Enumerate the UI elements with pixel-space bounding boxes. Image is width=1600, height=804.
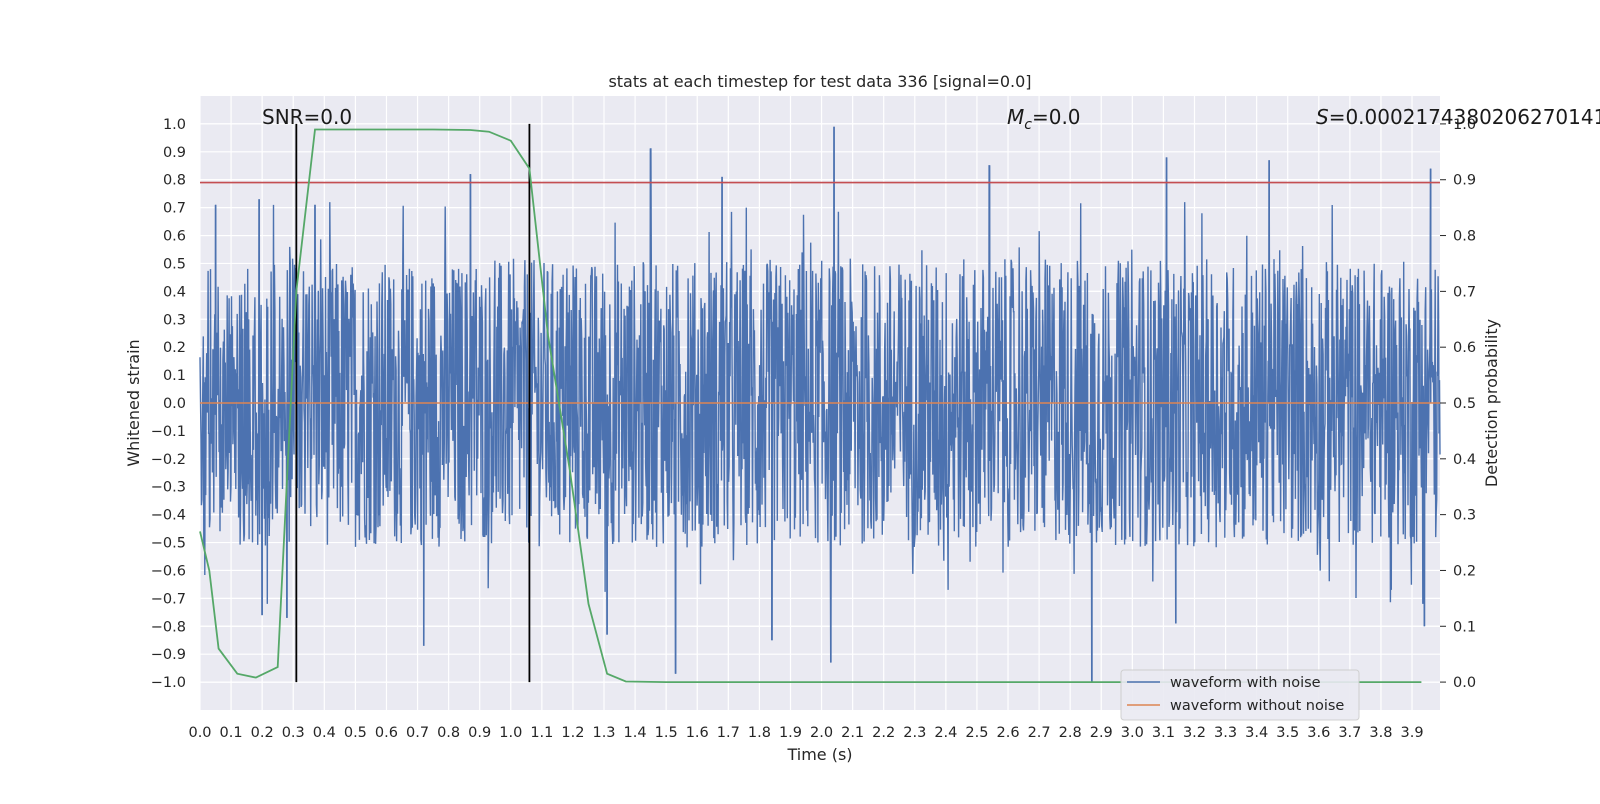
x-tick-label-29: 2.9 xyxy=(1090,725,1113,741)
x-tick-label-14: 1.4 xyxy=(624,725,647,741)
x-tick-label-25: 2.5 xyxy=(965,725,988,741)
chirp-mass-symbol: M xyxy=(1007,105,1024,129)
x-tick-label-36: 3.6 xyxy=(1307,725,1330,741)
x-tick-label-32: 3.2 xyxy=(1183,725,1206,741)
x-tick-labels: 0.0 0.1 0.2 0.3 0.4 0.5 0.6 0.7 0.8 0.9 1.0 1.1 1.2 1… xyxy=(188,725,1423,741)
y-tick-label-right-5: 0.5 xyxy=(1453,396,1476,412)
y-tick-label-left-11: −0.1 xyxy=(151,424,186,440)
y-tick-label-left-19: −0.9 xyxy=(151,647,186,663)
series-detection-probability xyxy=(199,128,1422,683)
x-tick-label-37: 3.7 xyxy=(1338,725,1361,741)
x-tick-label-9: 0.9 xyxy=(468,725,491,741)
legend: waveform with noise waveform without noi… xyxy=(1120,669,1360,721)
y-tick-label-right-4: 0.6 xyxy=(1453,340,1476,356)
x-tick-label-8: 0.8 xyxy=(437,725,460,741)
x-tick-label-27: 2.7 xyxy=(1028,725,1051,741)
x-tick-label-18: 1.8 xyxy=(748,725,771,741)
y-tick-label-left-2: 0.8 xyxy=(163,173,186,189)
x-tick-label-24: 2.4 xyxy=(934,725,957,741)
y-tick-label-left-14: −0.4 xyxy=(151,508,186,524)
y-tick-label-left-16: −0.6 xyxy=(151,563,186,579)
y-tick-label-left-5: 0.5 xyxy=(163,256,186,272)
y-axis-label-right: Detection probability xyxy=(1482,319,1501,487)
x-tick-label-38: 3.8 xyxy=(1369,725,1392,741)
x-tick-label-13: 1.3 xyxy=(592,725,615,741)
x-tick-label-33: 3.3 xyxy=(1214,725,1237,741)
y-tick-label-right-1: 0.9 xyxy=(1453,173,1476,189)
x-tick-label-23: 2.3 xyxy=(903,725,926,741)
x-tick-label-20: 2.0 xyxy=(810,725,833,741)
y-tick-label-left-10: 0.0 xyxy=(163,396,186,412)
y-tick-label-left-13: −0.3 xyxy=(151,480,186,496)
y-tick-label-right-6: 0.4 xyxy=(1453,452,1476,468)
x-tick-label-19: 1.9 xyxy=(779,725,802,741)
x-tick-label-22: 2.2 xyxy=(872,725,895,741)
y-tick-label-right-9: 0.1 xyxy=(1453,619,1476,635)
legend-label-noise: waveform with noise xyxy=(1170,675,1321,691)
chart-title: stats at each timestep for test data 336… xyxy=(608,72,1031,91)
chirp-mass-subscript: c xyxy=(1024,117,1032,133)
y-tick-labels-right: 1.0 0.9 0.8 0.7 0.6 0.5 0.4 0.3 0.2 0.1 0.0 xyxy=(1440,117,1476,691)
y-tick-labels-left: 1.0 0.9 0.8 0.7 0.6 0.5 0.4 0.3 0.2 0.1 0.0 −0.1 −0.… xyxy=(151,117,186,691)
y-tick-label-left-12: −0.2 xyxy=(151,452,186,468)
x-tick-label-21: 2.1 xyxy=(841,725,864,741)
chirp-mass-value: =0.0 xyxy=(1032,105,1081,129)
y-tick-label-left-8: 0.2 xyxy=(163,340,186,356)
y-tick-label-left-6: 0.4 xyxy=(163,284,186,300)
x-tick-label-1: 0.1 xyxy=(220,725,243,741)
y-tick-label-left-3: 0.7 xyxy=(163,201,186,217)
y-tick-label-right-2: 0.8 xyxy=(1453,229,1476,245)
x-tick-label-5: 0.5 xyxy=(344,725,367,741)
x-tick-label-17: 1.7 xyxy=(717,725,740,741)
y-tick-label-left-18: −0.8 xyxy=(151,619,186,635)
s-statistic-symbol: S xyxy=(1316,105,1329,129)
s-statistic-value: =0.00021743802062701416 xyxy=(1329,105,1600,129)
x-tick-label-28: 2.8 xyxy=(1059,725,1082,741)
snr-annotation: SNR=0.0 xyxy=(262,105,352,129)
y-tick-label-left-20: −1.0 xyxy=(151,675,186,691)
legend-label-clean: waveform without noise xyxy=(1170,698,1344,714)
x-tick-label-0: 0.0 xyxy=(188,725,211,741)
x-tick-label-34: 3.4 xyxy=(1245,725,1268,741)
y-tick-label-left-7: 0.3 xyxy=(163,312,186,328)
x-tick-label-2: 0.2 xyxy=(251,725,274,741)
x-tick-label-10: 1.0 xyxy=(499,725,522,741)
y-tick-label-left-9: 0.1 xyxy=(163,368,186,384)
y-tick-label-left-17: −0.7 xyxy=(151,591,186,607)
x-tick-label-4: 0.4 xyxy=(313,725,336,741)
x-tick-label-39: 3.9 xyxy=(1400,725,1423,741)
y-tick-label-right-7: 0.3 xyxy=(1453,508,1476,524)
x-tick-label-15: 1.5 xyxy=(655,725,678,741)
marker-lines xyxy=(295,123,531,683)
y-tick-label-right-8: 0.2 xyxy=(1453,563,1476,579)
y-tick-label-right-3: 0.7 xyxy=(1453,284,1476,300)
y-tick-label-left-1: 0.9 xyxy=(163,145,186,161)
legend-box xyxy=(1120,669,1360,721)
x-tick-label-12: 1.2 xyxy=(561,725,584,741)
x-axis-label: Time (s) xyxy=(786,745,852,764)
y-tick-label-right-10: 0.0 xyxy=(1453,675,1476,691)
chirp-mass-annotation: Mc=0.0 xyxy=(1007,105,1081,133)
noise-trace xyxy=(199,126,1441,683)
x-tick-label-31: 3.1 xyxy=(1152,725,1175,741)
y-axis-label-left: Whitened strain xyxy=(124,339,143,466)
y-tick-label-left-4: 0.6 xyxy=(163,229,186,245)
x-tick-label-26: 2.6 xyxy=(996,725,1019,741)
x-tick-label-7: 0.7 xyxy=(406,725,429,741)
series-waveform-with-noise xyxy=(199,126,1441,683)
s-statistic-annotation: S=0.00021743802062701416 xyxy=(1316,105,1600,129)
x-tick-label-3: 0.3 xyxy=(282,725,305,741)
x-tick-label-11: 1.1 xyxy=(530,725,553,741)
y-tick-label-left-0: 1.0 xyxy=(163,117,186,133)
x-tick-label-30: 3.0 xyxy=(1121,725,1144,741)
x-tick-label-35: 3.5 xyxy=(1276,725,1299,741)
x-tick-label-16: 1.6 xyxy=(686,725,709,741)
x-tick-label-6: 0.6 xyxy=(375,725,398,741)
y-tick-label-left-15: −0.5 xyxy=(151,536,186,552)
y-tick-label-right-0: 1.0 xyxy=(1453,117,1476,133)
